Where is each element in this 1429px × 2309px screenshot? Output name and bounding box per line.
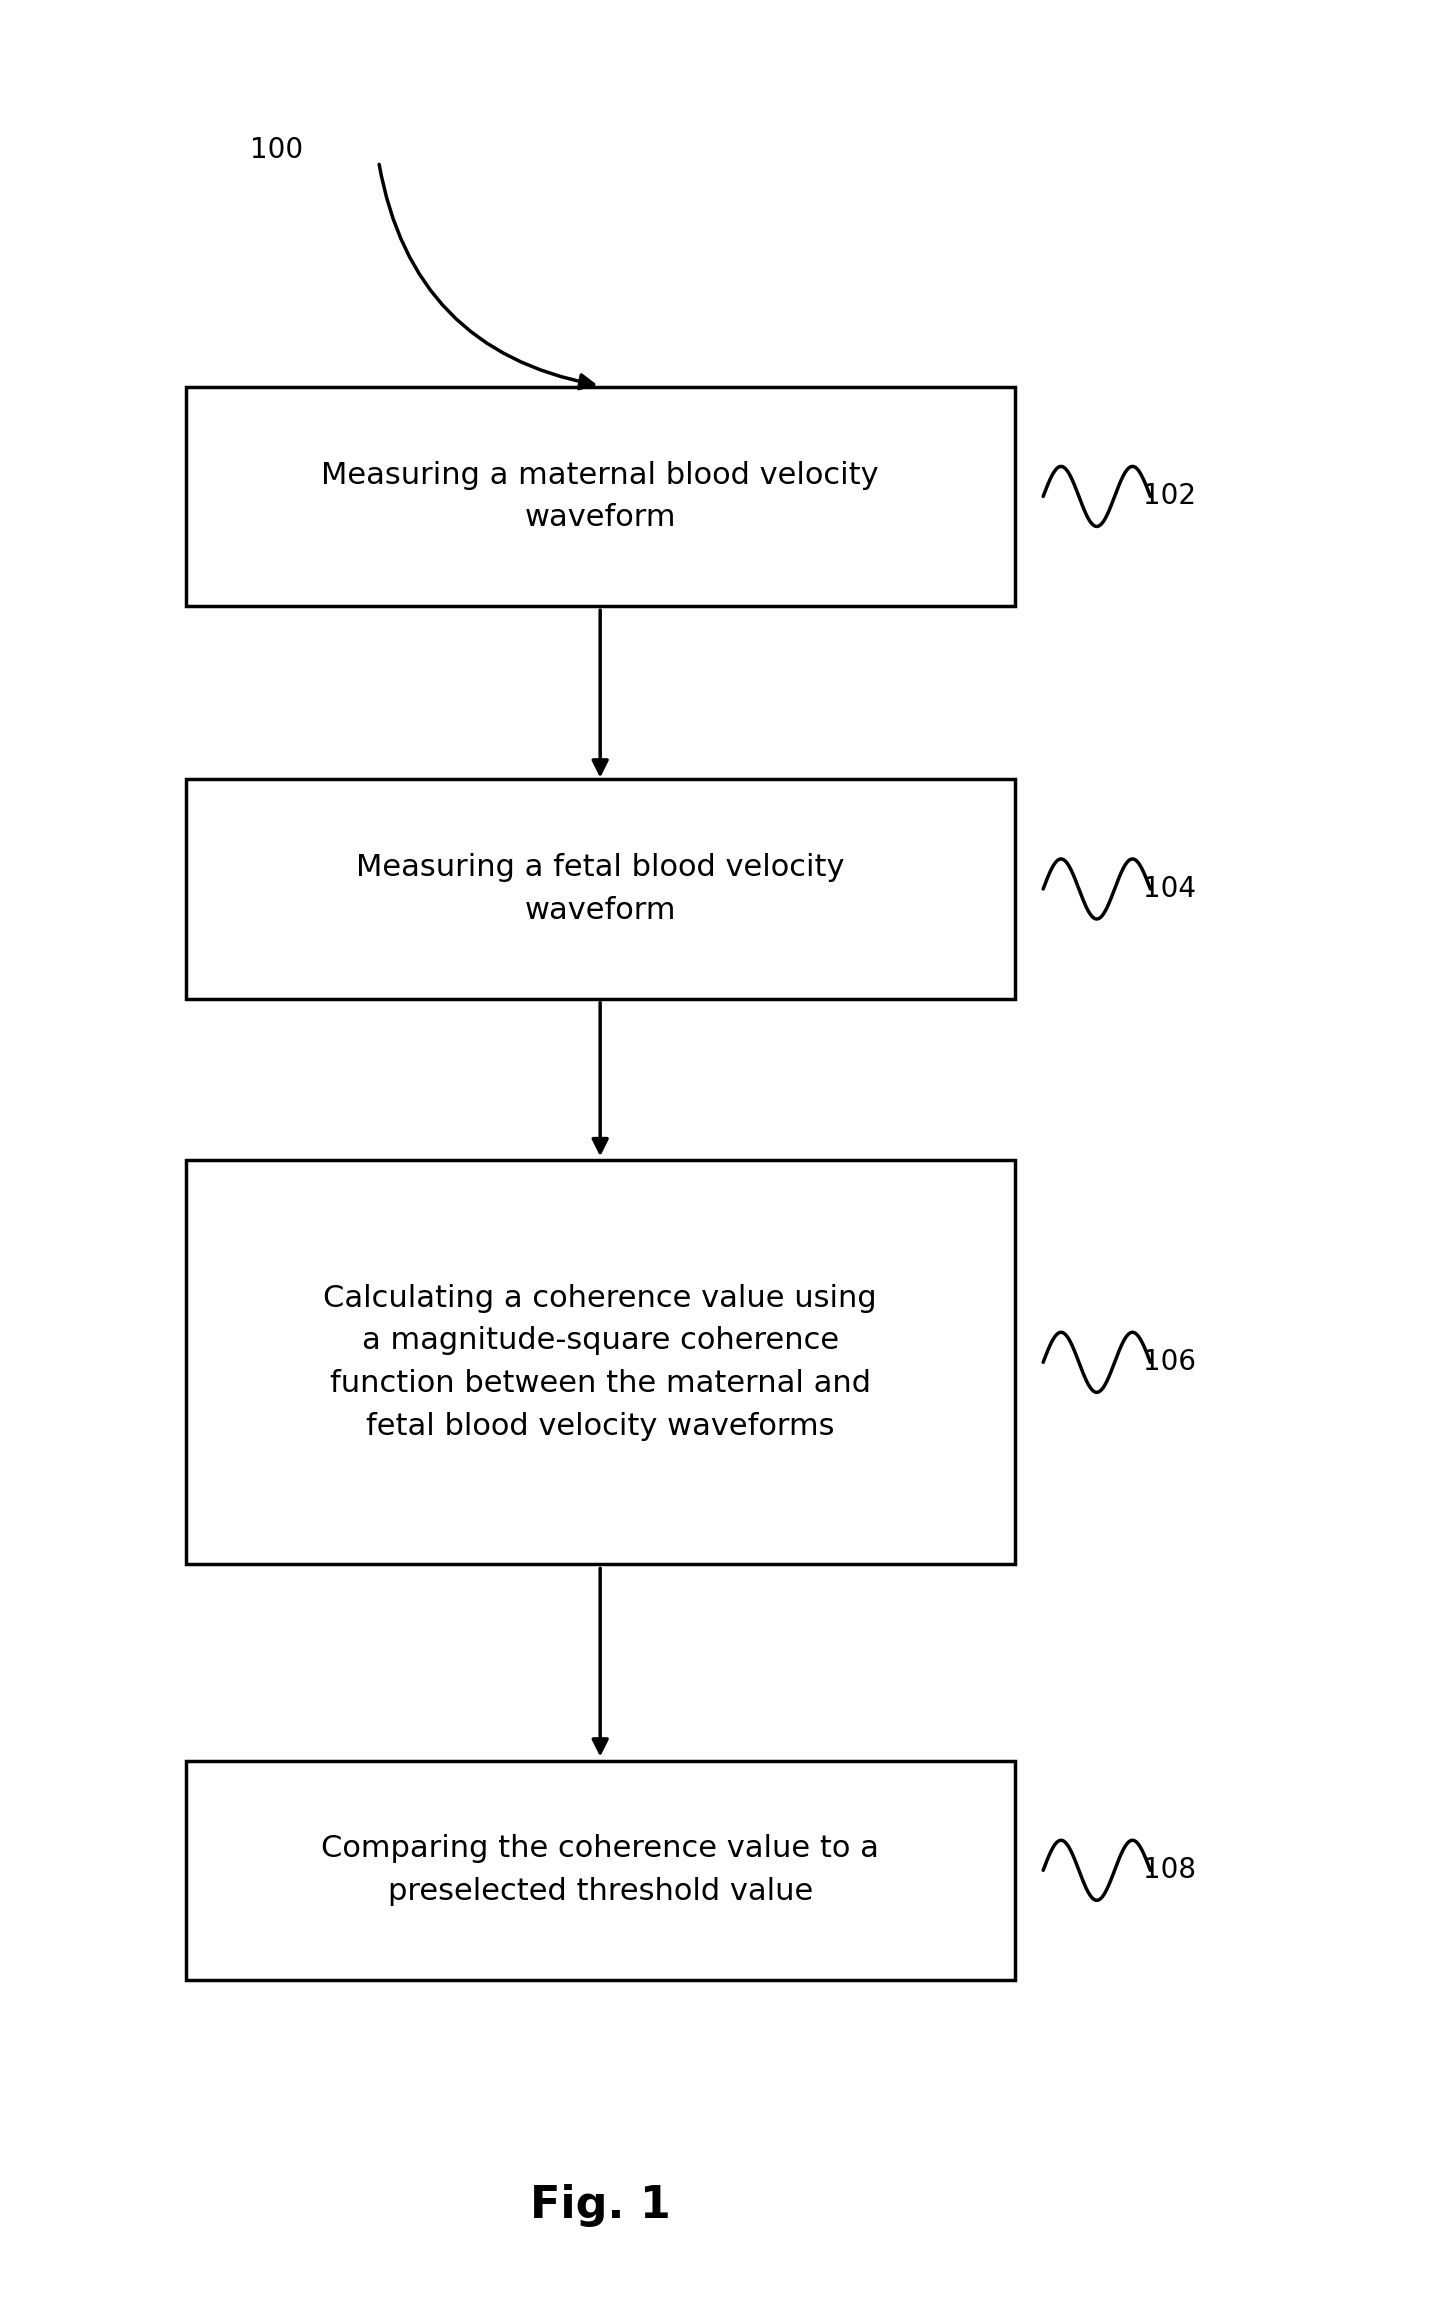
Text: 104: 104	[1143, 875, 1196, 903]
Text: Measuring a fetal blood velocity
waveform: Measuring a fetal blood velocity wavefor…	[356, 852, 845, 926]
FancyBboxPatch shape	[186, 780, 1015, 997]
Text: Measuring a maternal blood velocity
waveform: Measuring a maternal blood velocity wave…	[322, 459, 879, 533]
FancyBboxPatch shape	[186, 386, 1015, 605]
Text: Comparing the coherence value to a
preselected threshold value: Comparing the coherence value to a prese…	[322, 1833, 879, 1907]
Text: 100: 100	[250, 136, 303, 164]
FancyBboxPatch shape	[186, 1161, 1015, 1566]
Text: Fig. 1: Fig. 1	[530, 2184, 670, 2226]
FancyBboxPatch shape	[186, 1759, 1015, 1979]
Text: 106: 106	[1143, 1348, 1196, 1376]
Text: Calculating a coherence value using
a magnitude-square coherence
function betwee: Calculating a coherence value using a ma…	[323, 1284, 877, 1441]
Text: 102: 102	[1143, 483, 1196, 510]
Text: 108: 108	[1143, 1856, 1196, 1884]
